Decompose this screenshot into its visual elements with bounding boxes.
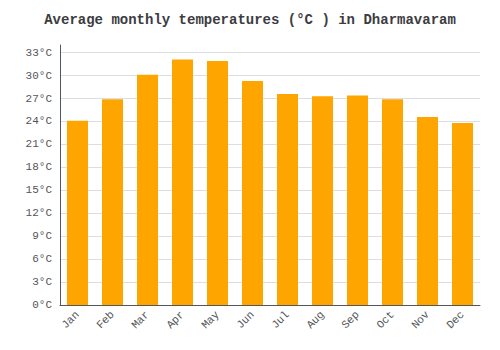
svg-text:Mar: Mar <box>129 309 151 331</box>
svg-text:Average monthly temperatures (: Average monthly temperatures (°C ) in Dh… <box>44 12 456 28</box>
svg-text:3°C: 3°C <box>32 276 52 288</box>
svg-text:9°C: 9°C <box>32 230 52 242</box>
svg-text:Nov: Nov <box>409 308 432 331</box>
svg-text:May: May <box>199 308 222 331</box>
svg-text:18°C: 18°C <box>26 161 53 173</box>
svg-text:Oct: Oct <box>374 309 396 331</box>
svg-text:24°C: 24°C <box>26 115 53 127</box>
svg-text:0°C: 0°C <box>32 299 52 311</box>
svg-text:Jan: Jan <box>59 309 81 331</box>
svg-text:21°C: 21°C <box>26 138 53 150</box>
svg-text:33°C: 33°C <box>26 47 53 59</box>
svg-text:15°C: 15°C <box>26 184 53 196</box>
svg-text:30°C: 30°C <box>26 70 53 82</box>
svg-text:Sep: Sep <box>339 309 361 331</box>
svg-text:Aug: Aug <box>304 309 326 331</box>
svg-text:Dec: Dec <box>444 309 466 331</box>
svg-text:6°C: 6°C <box>32 253 52 265</box>
svg-text:Feb: Feb <box>94 309 116 331</box>
svg-text:12°C: 12°C <box>26 207 53 219</box>
svg-text:Jun: Jun <box>234 309 256 331</box>
svg-text:Apr: Apr <box>164 309 186 331</box>
svg-text:Jul: Jul <box>269 309 291 331</box>
svg-text:27°C: 27°C <box>26 93 53 105</box>
